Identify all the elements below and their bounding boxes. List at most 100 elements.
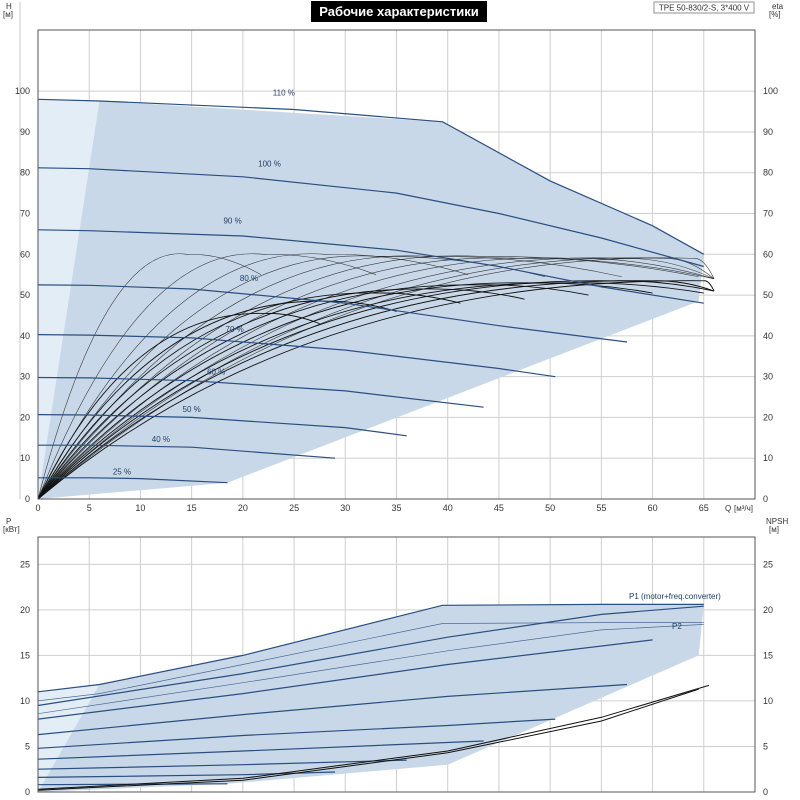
head-ytick-4: 40 [20, 331, 30, 341]
head-speed-curve-1 [37, 167, 704, 268]
head-efficiency-curve-b-3 [37, 288, 525, 500]
power-y2tick-5: 25 [763, 559, 773, 569]
head-y2tick-1: 10 [763, 453, 773, 463]
head-y2tick-10: 100 [763, 86, 778, 96]
power-p1-curve-2 [37, 639, 653, 720]
power-ylabel: P [6, 517, 11, 526]
head-ytick-1: 10 [20, 453, 30, 463]
head-efficiency-curve-0 [37, 253, 261, 500]
power-y2tick-2: 10 [763, 696, 773, 706]
head-efficiency-curve-b-7 [37, 280, 715, 500]
model-label: TPE 50-830/2-S, 3*400 V [659, 4, 750, 13]
power-p1-curve-1 [37, 605, 704, 707]
power-y2tick-3: 15 [763, 650, 773, 660]
power-y2tick-4: 20 [763, 605, 773, 615]
power-frame [37, 536, 756, 793]
head-xtick-8: 40 [443, 503, 453, 513]
head-xtick-10: 50 [545, 503, 555, 513]
head-xtick-11: 55 [596, 503, 606, 513]
head-speed-curve-3 [37, 284, 628, 343]
power-y2tick-1: 5 [763, 741, 768, 751]
power-p1-curve-4 [37, 718, 556, 749]
power-p2-label: P2 [672, 622, 682, 631]
head-ytick-5: 50 [20, 290, 30, 300]
head-efficiency-curve-b-8 [37, 280, 715, 500]
power-p2-curve-0 [37, 622, 704, 702]
head-efficiency-curve-2 [37, 253, 469, 500]
head-xtick-0: 0 [35, 503, 40, 513]
head-y2tick-0: 0 [763, 494, 768, 504]
head-speed-curve-8 [38, 477, 228, 484]
power-p1-curve-3 [37, 683, 628, 736]
head-ytick-6: 60 [20, 249, 30, 259]
head-speed-label-4: 70 % [226, 325, 244, 334]
head-y2tick-7: 70 [763, 209, 773, 219]
head-ytick-7: 70 [20, 209, 30, 219]
power-y2tick-0: 0 [763, 787, 768, 797]
power-p2-curve-1 [37, 624, 704, 715]
head-ytick-3: 30 [20, 372, 30, 382]
power-ytick-2: 10 [20, 696, 30, 706]
head-speed-label-3: 80 % [240, 274, 258, 283]
head-speed-curve-2 [37, 229, 704, 304]
head-efficiency-curve-b-2 [37, 292, 461, 500]
head-xtick-12: 60 [648, 503, 658, 513]
head-efficiency-curve-4 [37, 255, 622, 500]
power-p1-curve-5 [37, 740, 484, 760]
power-p1-label: P1 (motor+freq.converter) [629, 592, 721, 601]
head-speed-label-0: 110 % [273, 88, 295, 97]
head-speed-label-2: 90 % [223, 217, 241, 226]
head-y2tick-5: 50 [763, 290, 773, 300]
head-y2tick-6: 60 [763, 249, 773, 259]
head-ytick-10: 100 [15, 86, 30, 96]
head-xtick-7: 35 [391, 503, 401, 513]
head-ytick-9: 90 [20, 127, 30, 137]
npsh-curve-0 [37, 684, 710, 790]
power-ytick-1: 5 [25, 741, 30, 751]
head-frame [37, 29, 756, 500]
head-operating-region [38, 99, 704, 500]
head-efficiency-curve-5 [37, 255, 699, 500]
head-xtick-4: 20 [238, 503, 248, 513]
head-efficiency-curve-b-1 [37, 300, 397, 500]
head-speed-label-1: 100 % [258, 160, 281, 169]
power-p1-curve-0 [37, 603, 704, 693]
head-chart-panel: 110 %100 %90 %80 %70 %60 %50 %40 %25 %0 0… [3, 2, 784, 513]
head-xtick-5: 25 [289, 503, 299, 513]
head-y2tick-8: 80 [763, 168, 773, 178]
power-yunit: [кВт] [3, 525, 20, 534]
head-xtick-6: 30 [340, 503, 350, 513]
head-ytick-0: 0 [25, 494, 30, 504]
power-ytick-0: 0 [25, 787, 30, 797]
head-speed-label-7: 40 % [152, 435, 170, 444]
head-efficiency-curve-10 [37, 257, 715, 500]
head-y2tick-3: 30 [763, 372, 773, 382]
head-y2unit: [%] [769, 10, 781, 19]
head-ylabel: H [6, 2, 12, 11]
head-speed-label-8: 25 % [113, 468, 131, 477]
power-y2unit: [м] [769, 525, 779, 534]
npsh-curve-1 [37, 688, 699, 791]
head-y2tick-2: 20 [763, 412, 773, 422]
head-efficiency-curve-b-6 [37, 282, 704, 500]
power-ytick-5: 25 [20, 559, 30, 569]
power-p1-curve-6 [37, 759, 407, 770]
head-speed-curve-5 [37, 376, 484, 408]
head-xtick-9: 45 [494, 503, 504, 513]
head-speed-curve-4 [37, 334, 556, 378]
head-ytick-8: 80 [20, 168, 30, 178]
head-low-flow-region [38, 99, 100, 500]
power-operating-region [38, 604, 704, 792]
head-xlabel: Q [725, 504, 731, 513]
head-xunit: [м³/ч] [734, 504, 753, 513]
power-y2label: NPSH [766, 517, 788, 526]
head-y2label: eta [772, 2, 784, 11]
head-efficiency-curve-8 [37, 257, 715, 500]
title-box [311, 1, 487, 22]
model-box [653, 1, 755, 14]
head-efficiency-curve-b-9 [37, 280, 715, 500]
head-speed-curve-0 [37, 98, 705, 255]
head-xtick-1: 5 [87, 503, 92, 513]
